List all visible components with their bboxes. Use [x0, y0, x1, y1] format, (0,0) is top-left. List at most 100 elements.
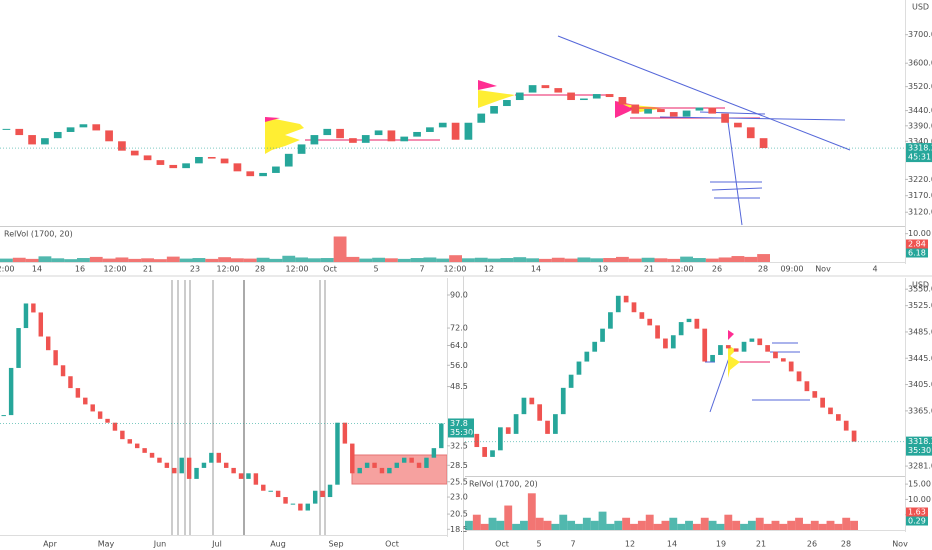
volume-bar: [567, 520, 576, 530]
candle: [639, 312, 645, 319]
volume-bar: [372, 257, 385, 262]
candle: [379, 467, 385, 474]
volume-bar: [590, 520, 599, 530]
candle: [482, 447, 488, 457]
volume-bar: [582, 517, 591, 530]
volume-bar: [410, 258, 424, 262]
volume-bar: [705, 258, 719, 262]
volume-bar: [826, 520, 835, 530]
last-price-label: 3318.25: [908, 144, 932, 153]
candle: [259, 172, 267, 177]
volume-profile: [265, 117, 304, 154]
candle: [438, 122, 447, 128]
candle: [83, 397, 88, 405]
volume-bar: [641, 257, 655, 262]
candle: [560, 387, 566, 415]
volume-bar: [575, 523, 583, 530]
volume-bar: [818, 523, 827, 530]
candle: [195, 156, 203, 164]
volume-bar: [757, 254, 770, 262]
candle: [290, 503, 296, 505]
candle: [45, 336, 51, 351]
candle: [156, 160, 165, 165]
arrow: [727, 121, 743, 226]
candle: [15, 128, 24, 136]
axis-unit: USD: [912, 281, 929, 290]
candle: [349, 138, 357, 143]
candle: [843, 420, 849, 431]
candle: [105, 418, 110, 423]
candle: [53, 350, 58, 366]
y-tick-label: 3440.00: [908, 106, 932, 115]
candle: [466, 433, 472, 435]
indicator-value: 0.29: [908, 517, 926, 526]
y-tick-label: 3120.00: [908, 208, 932, 217]
x-tick-label: 12:00: [670, 265, 693, 274]
candle: [663, 338, 668, 349]
x-tick-label: 4: [872, 265, 877, 274]
volume-bar: [718, 257, 732, 262]
y-tick-label: 48.5: [450, 382, 468, 391]
y-tick-label: 10.00: [908, 229, 931, 238]
volume-bar: [504, 505, 513, 530]
volume-bar: [192, 258, 206, 262]
candle: [669, 112, 678, 117]
candle: [336, 128, 344, 139]
countdown: 35:30: [908, 446, 931, 455]
candle: [310, 135, 319, 145]
volume-profile: [478, 90, 515, 108]
candle: [409, 457, 414, 463]
candle: [118, 141, 126, 151]
volume-bar: [577, 257, 591, 262]
volume-bar: [487, 258, 501, 262]
indicator-value: 6.18: [908, 249, 926, 258]
candle: [749, 338, 755, 342]
x-tick-label: 21: [143, 265, 153, 274]
candle: [424, 457, 429, 468]
volume-bar: [669, 517, 678, 530]
volume-bar: [465, 520, 473, 530]
volume-bar: [115, 257, 129, 262]
candle: [261, 484, 266, 491]
x-tick-label: May: [98, 540, 115, 549]
volume-bar: [308, 258, 321, 262]
candle: [157, 457, 162, 463]
candle: [209, 452, 214, 463]
candle: [90, 404, 95, 412]
candle: [608, 312, 613, 329]
candle: [765, 345, 770, 352]
candle: [28, 135, 36, 145]
volume-bar: [527, 493, 536, 530]
candle: [804, 381, 810, 392]
countdown: 35:30: [450, 428, 473, 437]
indicator-value-box: [906, 516, 928, 526]
volume-bar: [543, 520, 552, 530]
candle: [828, 407, 833, 415]
x-tick-label: Oct: [495, 540, 509, 549]
candle: [272, 166, 280, 173]
volume-bar: [834, 523, 843, 530]
volume-bar: [38, 256, 52, 262]
candle: [545, 420, 550, 434]
last-price-label: 3318.25: [908, 437, 932, 446]
candle: [364, 462, 370, 468]
candle: [112, 422, 118, 431]
x-tick-label: 14: [32, 265, 42, 274]
y-tick-label: 28.5: [450, 461, 468, 470]
candle: [644, 109, 652, 114]
candle: [592, 341, 598, 352]
candle: [655, 325, 660, 339]
candle: [678, 322, 684, 336]
volume-bar: [802, 523, 811, 530]
candle: [796, 371, 802, 382]
x-tick-label: 5: [536, 540, 541, 549]
candle: [416, 462, 422, 468]
candle: [820, 397, 825, 408]
candle: [372, 462, 377, 468]
x-tick-label: 7: [419, 265, 424, 274]
candle: [357, 467, 362, 474]
x-tick-label: 14: [667, 540, 677, 549]
volume-bar: [12, 257, 26, 262]
candle: [66, 127, 75, 132]
y-tick-label: 3445.00: [908, 354, 932, 363]
